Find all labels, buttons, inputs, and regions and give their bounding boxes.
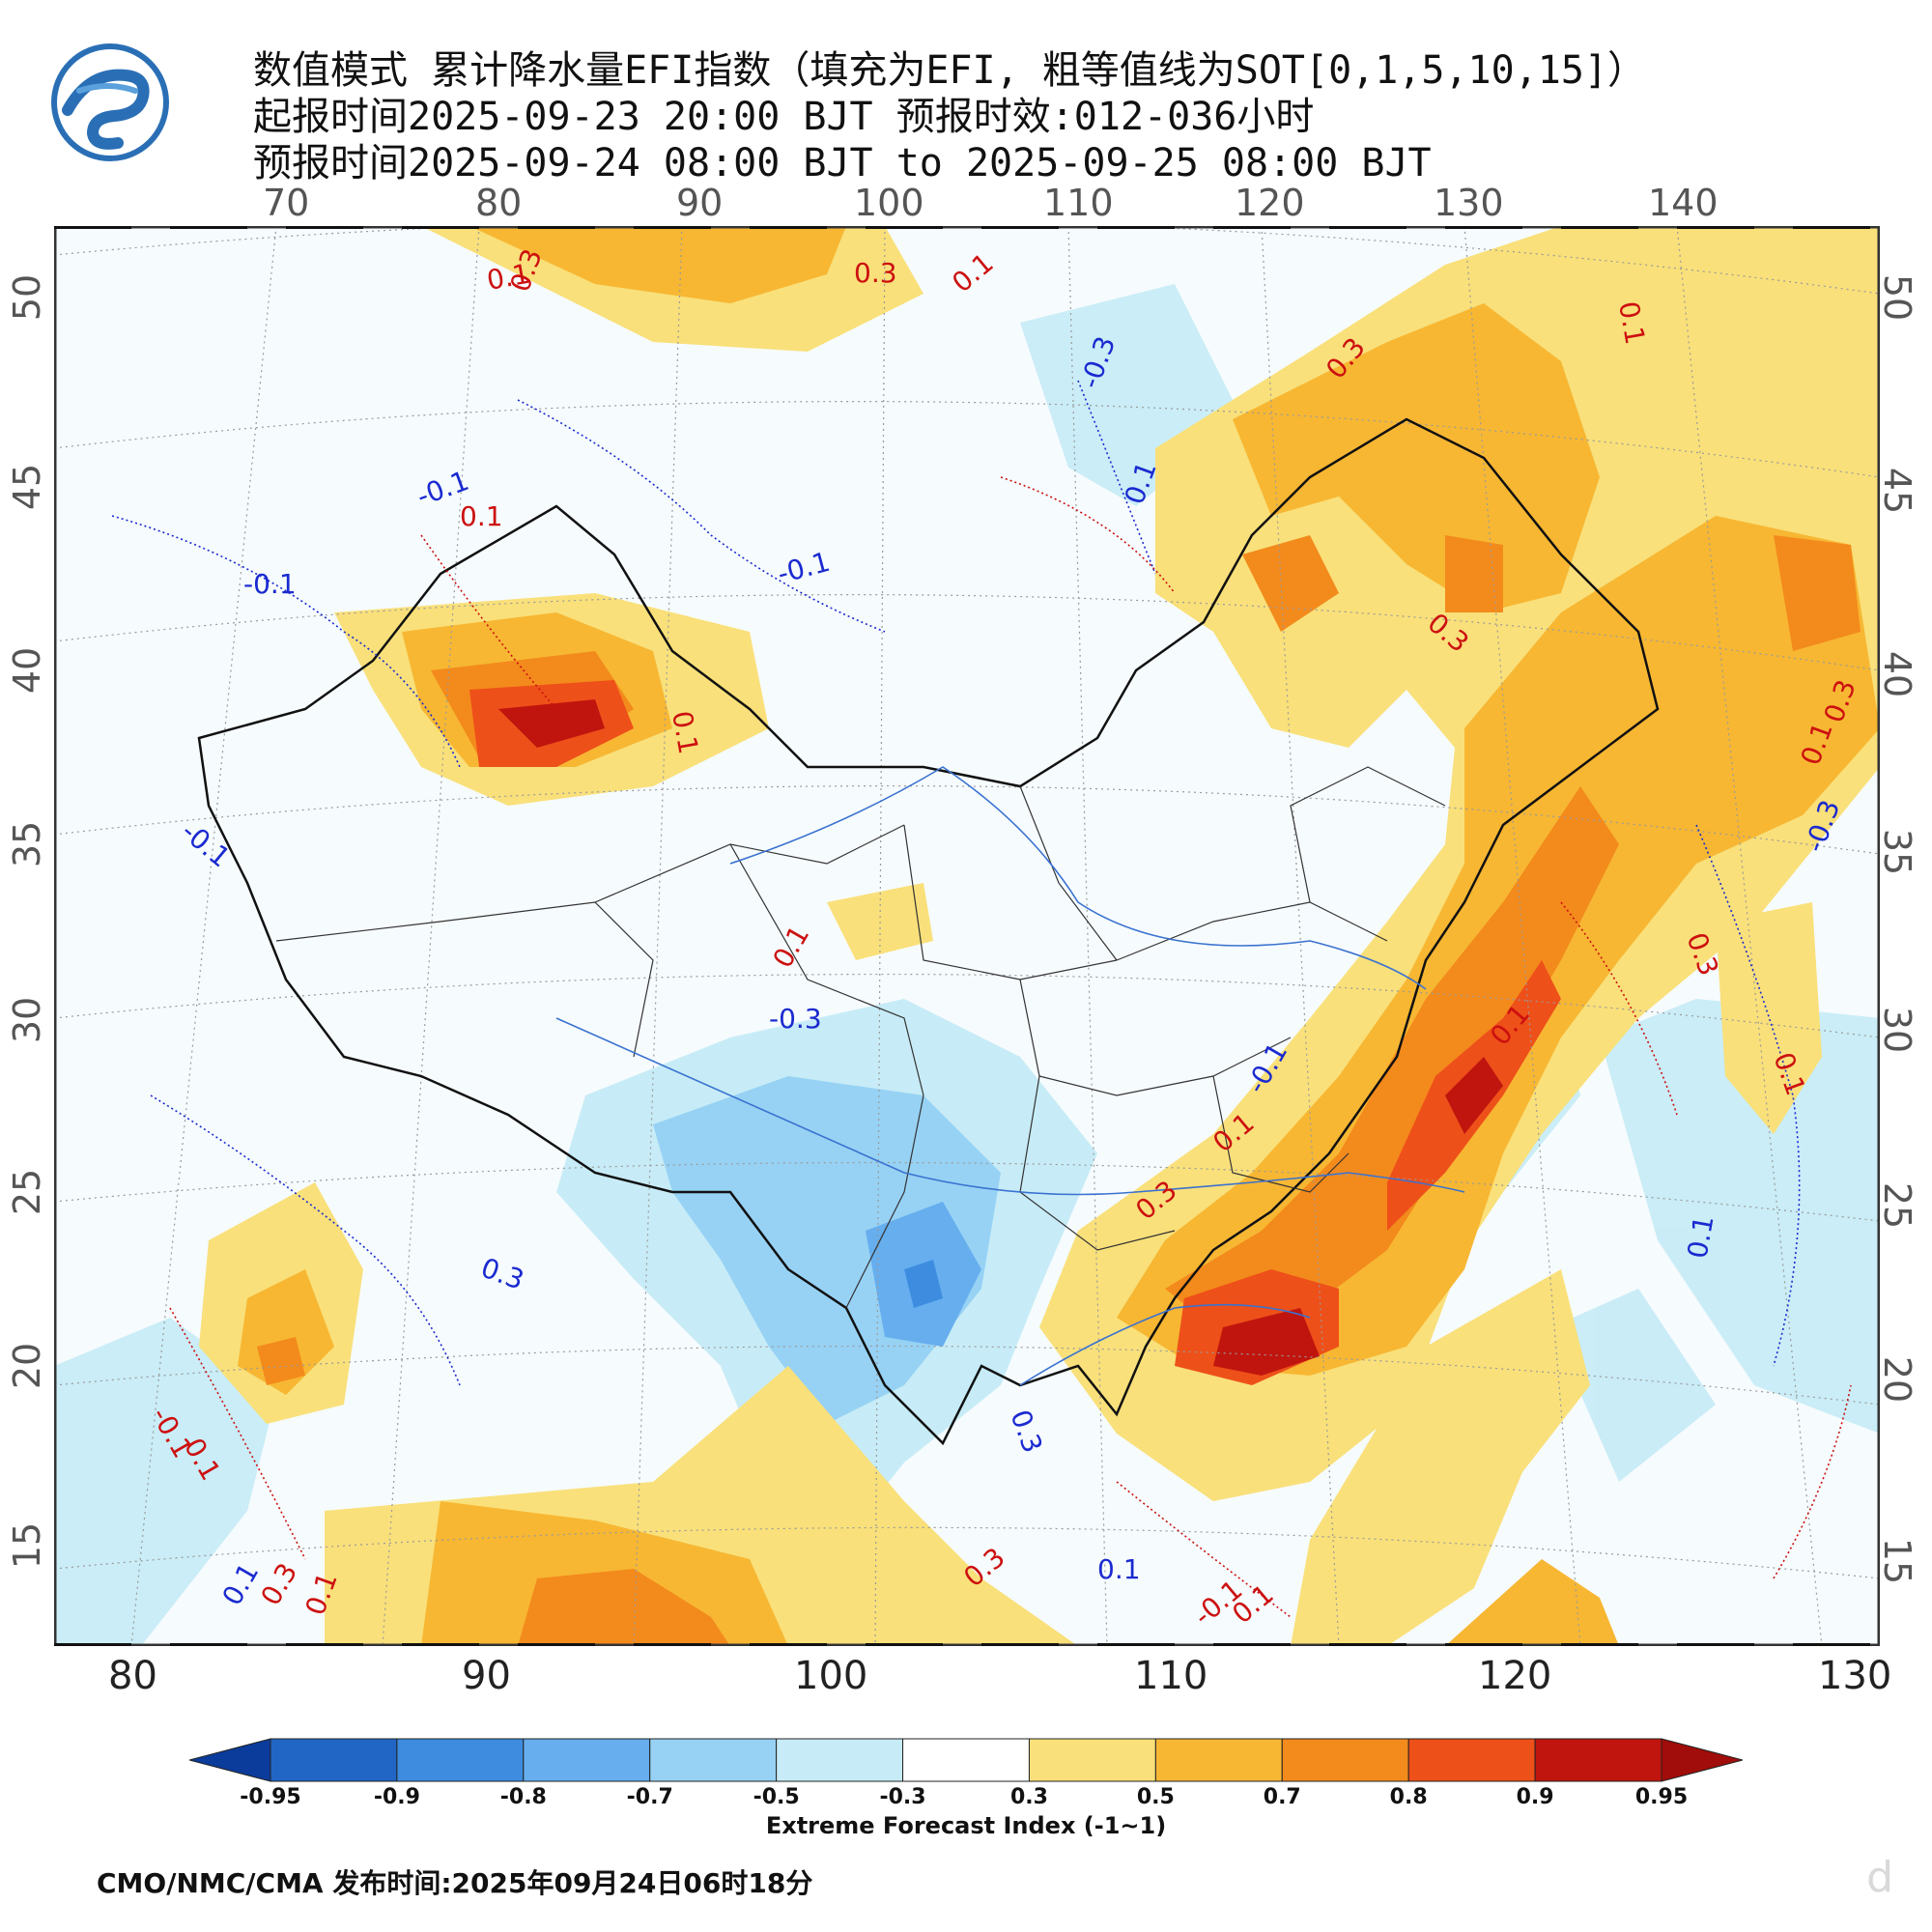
colorbar-cell [776, 1738, 904, 1782]
efi-map: 0.1 0.3 0.3 0.1 -0.3 0.3 0.1 -0.1 0.1 -0… [54, 226, 1880, 1646]
top-lon-tick: 70 [263, 182, 310, 224]
colorbar-tick-label: -0.95 [240, 1785, 301, 1809]
lat-left-tick: 20 [6, 1342, 49, 1390]
contour-label: -0.1 [243, 568, 297, 600]
colorbar-tick-label: 0.5 [1136, 1785, 1175, 1809]
contour-label: 0.1 [484, 258, 532, 297]
bottom-lon-tick: 100 [794, 1654, 868, 1698]
lat-left-tick: 40 [6, 646, 49, 695]
contour-label: 0.1 [1612, 298, 1651, 347]
efi-negative-area [556, 999, 1097, 1559]
cma-logo-icon [51, 43, 169, 161]
colorbar-cell [523, 1738, 651, 1782]
colorbar-cell [396, 1738, 525, 1782]
colorbar-cell [1028, 1738, 1156, 1782]
colorbar-tick-label: 0.3 [1009, 1785, 1048, 1809]
colorbar-tick-label: 0.8 [1389, 1785, 1428, 1809]
lat-right-tick: 25 [1876, 1181, 1919, 1230]
bottom-lon-tick: 80 [108, 1654, 157, 1698]
lat-right-tick: 30 [1876, 1006, 1919, 1054]
colorbar-tick-label: 0.95 [1634, 1785, 1689, 1809]
colorbar-cell [902, 1738, 1030, 1782]
lat-right-tick: 35 [1876, 828, 1919, 876]
contour-label: 0.3 [854, 257, 897, 289]
colorbar-tick-label: 0.7 [1263, 1785, 1301, 1809]
graticule [54, 226, 1880, 1646]
lat-right-tick: 45 [1876, 467, 1919, 515]
colorbar-title: Extreme Forecast Index (-1~1) [765, 1812, 1167, 1839]
colorbar-cell [1407, 1738, 1536, 1782]
lat-left-tick: 35 [6, 820, 49, 868]
efi-dark-red-areas [498, 699, 1503, 1376]
colorbar-cell [649, 1738, 778, 1782]
title-line-2: 起报时间2025-09-23 20:00 BJT 预报时效:012-036小时 [253, 95, 1315, 139]
colorbar-cell [270, 1738, 398, 1782]
top-lon-tick: 110 [1043, 182, 1114, 224]
colorbar-tick-label: -0.7 [626, 1785, 673, 1809]
contour-label: -0.3 [769, 1003, 822, 1035]
colorbar-low-arrow [189, 1738, 271, 1782]
lat-left-tick: 30 [6, 996, 49, 1044]
lat-left-tick: 50 [6, 273, 49, 322]
colorbar-tick-label: 0.9 [1516, 1785, 1554, 1809]
lat-left-tick: 45 [6, 463, 49, 511]
colorbar-cell [1534, 1738, 1662, 1782]
top-lon-tick: 130 [1434, 182, 1504, 224]
bottom-lon-tick: 120 [1478, 1654, 1552, 1698]
lat-right-tick: 40 [1876, 650, 1919, 698]
bottom-lon-tick: 110 [1134, 1654, 1208, 1698]
lat-left-tick: 15 [6, 1521, 49, 1570]
rivers [555, 766, 1465, 1386]
contour-label: 0.1 [666, 708, 704, 756]
lat-left-tick: 25 [6, 1168, 49, 1216]
china-border [197, 417, 1660, 1446]
lat-right-tick: 15 [1876, 1537, 1919, 1585]
top-lon-tick: 100 [854, 182, 924, 224]
contour-label: 0.1 [460, 500, 503, 532]
colorbar-tick-label: -0.5 [753, 1785, 800, 1809]
top-lon-tick: 90 [676, 182, 724, 224]
contour-label: 0.1 [1097, 1553, 1141, 1585]
province-borders [275, 766, 1446, 1309]
title-line-1: 数值模式 累计降水量EFI指数（填充为EFI, 粗等值线为SOT[0,1,5,1… [253, 48, 1647, 93]
colorbar-tick-label: -0.8 [499, 1785, 547, 1809]
lat-right-tick: 50 [1876, 273, 1919, 322]
contour-label: 0.1 [1681, 1213, 1719, 1262]
colorbar-cell [1281, 1738, 1409, 1782]
colorbar-cell [1154, 1738, 1283, 1782]
colorbar-tick-label: -0.9 [373, 1785, 420, 1809]
top-lon-tick: 80 [475, 182, 523, 224]
contour-lines [111, 380, 1852, 1618]
top-lon-tick: 120 [1235, 182, 1305, 224]
watermark: d [1866, 1853, 1893, 1902]
colorbar [189, 1738, 1743, 1782]
footer-issue-time: CMO/NMC/CMA 发布时间:2025年09月24日06时18分 [97, 1867, 813, 1899]
lat-right-tick: 20 [1876, 1355, 1919, 1404]
bottom-lon-tick: 90 [462, 1654, 511, 1698]
title-line-3: 预报时间2025-09-24 08:00 BJT to 2025-09-25 0… [253, 141, 1432, 185]
colorbar-tick-label: -0.3 [879, 1785, 926, 1809]
bottom-lon-tick: 130 [1818, 1654, 1892, 1698]
top-lon-tick: 140 [1648, 182, 1719, 224]
colorbar-high-arrow [1661, 1738, 1743, 1782]
